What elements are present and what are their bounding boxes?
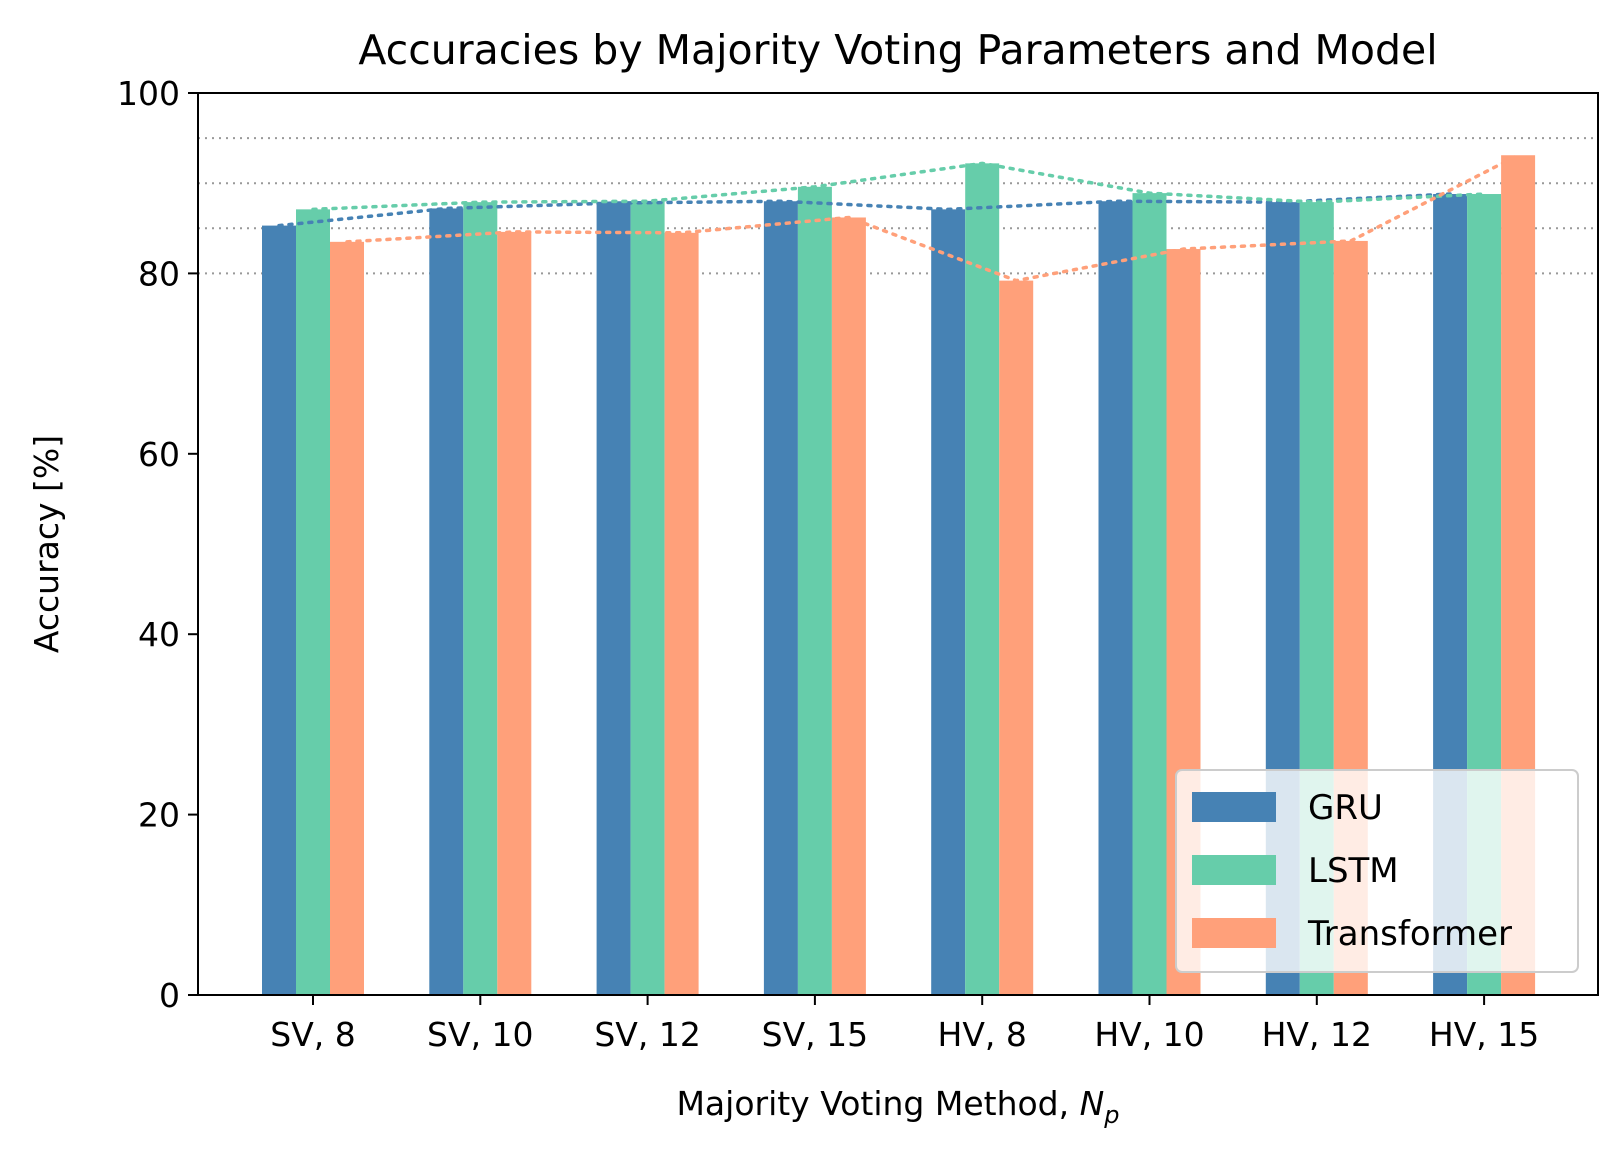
chart-legend: GRU LSTM Transformer [1175, 769, 1579, 973]
legend-label-lstm: LSTM [1308, 851, 1399, 891]
x-tick-label-5: HV, 10 [1094, 1015, 1204, 1054]
x-tick-label-7: HV, 15 [1429, 1015, 1539, 1054]
bar-lstm-0 [296, 209, 330, 995]
bar-gru-5 [1098, 201, 1133, 996]
bar-transformer-4 [999, 280, 1034, 996]
bar-transformer-0 [330, 241, 364, 995]
bar-series [262, 155, 1536, 996]
y-axis-label: Accuracy [%] [27, 435, 66, 653]
bar-gru-0 [262, 225, 296, 995]
bar-gru-1 [429, 208, 464, 995]
x-axis-label-subscript: p [1103, 1101, 1119, 1129]
x-axis-label-main: Majority Voting Method, [676, 1084, 1079, 1123]
reference-lines [198, 137, 1598, 275]
x-axis-ticks: SV, 8 SV, 10 SV, 12 SV, 15 HV, 8 HV, 10 HV, 12… [270, 995, 1539, 1054]
bar-lstm-2 [630, 201, 665, 996]
bar-transformer-1 [497, 231, 532, 995]
plot-frame [197, 92, 1599, 996]
y-tick-label-60: 60 [138, 435, 180, 474]
legend-swatch-lstm [1192, 855, 1276, 885]
y-tick-label-40: 40 [138, 615, 180, 654]
bar-transformer-3 [831, 217, 866, 995]
bar-transformer-2 [664, 232, 699, 995]
x-tick-label-1: SV, 10 [427, 1015, 534, 1054]
x-tick-label-6: HV, 12 [1262, 1015, 1372, 1054]
legend-box [1175, 769, 1579, 973]
legend-swatch-transformer [1192, 918, 1276, 948]
trend-line-transformer [345, 153, 1520, 283]
x-tick-label-3: SV, 15 [762, 1015, 869, 1054]
trend-line-lstm [311, 161, 1486, 212]
trend-lines [277, 153, 1520, 283]
bar-lstm-3 [797, 186, 832, 996]
bar-gru-4 [931, 209, 966, 995]
bar-lstm-1 [463, 202, 498, 996]
x-tick-label-2: SV, 12 [594, 1015, 701, 1054]
x-tick-label-0: SV, 8 [270, 1015, 356, 1054]
y-axis-ticks: 0 20 40 60 80 100 [117, 74, 198, 1015]
legend-swatch-gru [1192, 792, 1276, 822]
y-tick-label-0: 0 [159, 976, 180, 1015]
x-tick-label-4: HV, 8 [938, 1015, 1027, 1054]
legend-label-transformer: Transformer [1307, 914, 1512, 954]
bar-lstm-5 [1132, 193, 1167, 995]
chart-title: Accuracies by Majority Voting Parameters… [358, 26, 1437, 74]
x-axis-label: Majority Voting Method, Np [676, 1084, 1119, 1129]
legend-label-gru: GRU [1308, 788, 1383, 828]
bar-gru-2 [596, 203, 631, 995]
y-tick-label-100: 100 [117, 74, 180, 113]
y-tick-label-80: 80 [138, 254, 180, 293]
bar-lstm-4 [965, 163, 1000, 995]
x-axis-label-symbol: N [1080, 1084, 1105, 1123]
y-tick-label-20: 20 [138, 796, 180, 835]
bar-gru-3 [763, 201, 798, 996]
